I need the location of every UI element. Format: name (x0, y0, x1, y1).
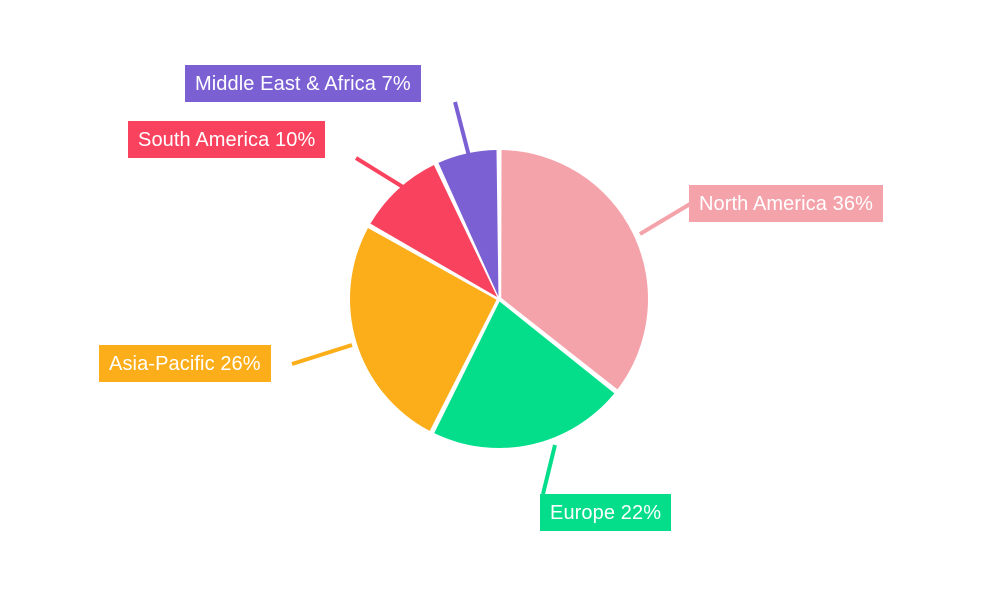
pie-label-north-america-text: North America 36% (699, 193, 873, 215)
pie-wedges (350, 150, 649, 448)
pie-slice-middle-east-africa[interactable] (438, 150, 499, 297)
pie-label-asia-pacific[interactable]: Asia-Pacific 26% (99, 345, 271, 382)
pie-label-europe-text: Europe 22% (550, 502, 662, 524)
pie-label-south-america-text: South America 10% (138, 129, 316, 151)
pie-label-europe[interactable]: Europe 22% (540, 494, 672, 531)
pie-label-middle-east-africa-text: Middle East & Africa 7% (195, 73, 411, 95)
leader-line-north-america (638, 202, 692, 236)
leader-line-middle-east-africa (453, 101, 472, 161)
pie-label-south-america[interactable]: South America 10% (128, 121, 326, 158)
pie-slice-europe[interactable] (434, 301, 615, 448)
pie-label-asia-pacific-text: Asia-Pacific 26% (109, 353, 261, 375)
pie-label-north-america[interactable]: North America 36% (689, 185, 883, 222)
pie-slice-north-america[interactable] (501, 150, 649, 390)
leader-line-asia-pacific (291, 343, 353, 366)
pie-slice-asia-pacific[interactable] (350, 228, 497, 431)
pie-slice-south-america[interactable] (370, 164, 498, 298)
leader-line-europe (541, 444, 557, 495)
pie-label-middle-east-africa[interactable]: Middle East & Africa 7% (185, 65, 421, 102)
